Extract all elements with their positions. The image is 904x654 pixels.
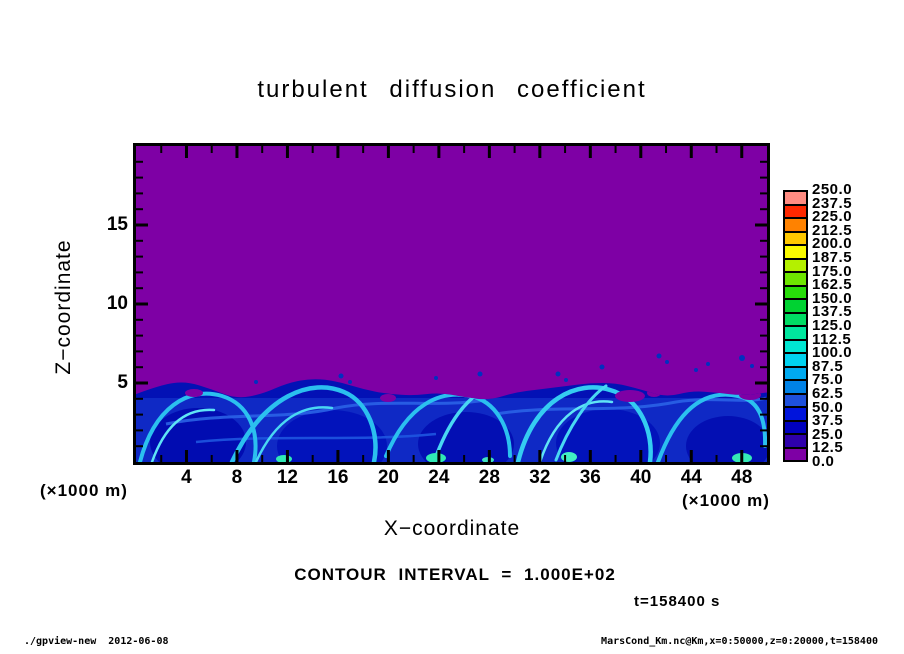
x-tick-label: 16 <box>327 467 349 488</box>
x-tick-label: 12 <box>276 467 298 488</box>
y-axis-label: Z−coordinate <box>52 239 75 375</box>
colorbar-tick-label: 237.5 <box>812 194 853 212</box>
colorbar-tick-label: 25.0 <box>812 425 844 443</box>
x-units-label: (×1000 m) <box>682 491 770 510</box>
colorbar-tick-label: 175.0 <box>812 262 853 280</box>
colorbar-tick-label: 87.5 <box>812 357 844 375</box>
colorbar-tick-label: 50.0 <box>812 398 844 416</box>
footer-datasource: MarsCond_Km.nc@Km,x=0:50000,z=0:20000,t=… <box>601 636 878 647</box>
colorbar-cell <box>785 408 806 422</box>
x-tick-label: 36 <box>579 467 601 488</box>
colorbar-cell <box>785 448 806 460</box>
colorbar-cell <box>785 273 806 287</box>
heatmap-field <box>136 146 767 462</box>
x-tick-label: 48 <box>731 467 753 488</box>
x-tick-label: 44 <box>680 467 702 488</box>
colorbar-cell <box>785 192 806 206</box>
axis-ticks <box>136 146 767 462</box>
x-tick-label: 8 <box>231 467 243 488</box>
colorbar-tick-label: 162.5 <box>812 276 853 294</box>
x-tick-label: 20 <box>377 467 399 488</box>
x-tick-label: 40 <box>630 467 652 488</box>
colorbar-cell <box>785 286 806 300</box>
y-tick-label: 15 <box>106 214 128 235</box>
colorbar-cell <box>785 300 806 314</box>
colorbar-tick-label: 187.5 <box>812 249 853 266</box>
colorbar-cell <box>785 313 806 327</box>
contour-interval-label: CONTOUR INTERVAL = 1.000E+02 <box>294 565 616 584</box>
colorbar-tick-label: 200.0 <box>812 235 853 253</box>
colorbar-tick-label: 112.5 <box>812 330 852 348</box>
colorbar-cell <box>785 219 806 233</box>
colorbar-cell <box>785 381 806 395</box>
colorbar-cell <box>785 259 806 273</box>
colorbar-tick-label: 137.5 <box>812 303 853 321</box>
x-tick-label: 24 <box>428 467 450 488</box>
colorbar-tick-label: 0.0 <box>812 453 835 470</box>
x-axis-label: X−coordinate <box>383 517 521 540</box>
colorbar-cell <box>785 435 806 449</box>
plot-area <box>133 143 770 465</box>
x-tick-label: 4 <box>181 467 192 488</box>
colorbar-cell <box>785 246 806 260</box>
colorbar-cell <box>785 205 806 219</box>
footer-command: ./gpview-new 2012-06-08 <box>24 636 169 647</box>
colorbar-tick-label: 62.5 <box>812 385 844 402</box>
colorbar-tick-label: 212.5 <box>812 221 853 239</box>
x-tick-label: 28 <box>478 467 500 488</box>
colorbar-tick-label: 12.5 <box>812 439 844 457</box>
colorbar-tick-label: 150.0 <box>812 289 853 307</box>
colorbar-tick-label: 37.5 <box>812 412 844 430</box>
colorbar-tick-label: 100.0 <box>812 344 853 362</box>
colorbar-tick-label: 75.0 <box>812 371 844 389</box>
colorbar-cell <box>785 232 806 246</box>
y-units-label: (×1000 m) <box>40 481 128 500</box>
colorbar <box>783 190 808 462</box>
colorbar-cell <box>785 354 806 368</box>
y-tick-label: 5 <box>117 372 128 393</box>
detached-specks <box>254 353 754 384</box>
colorbar-cell <box>785 421 806 435</box>
colorbar-cell <box>785 367 806 381</box>
colorbar-tick-label: 250.0 <box>812 181 853 198</box>
colorbar-cell <box>785 394 806 408</box>
colorbar-cell <box>785 327 806 341</box>
y-tick-label: 10 <box>106 293 128 314</box>
x-tick-label: 32 <box>529 467 551 488</box>
time-label: t=158400 s <box>634 593 721 610</box>
colorbar-cell <box>785 340 806 354</box>
colorbar-tick-label: 225.0 <box>812 208 853 226</box>
colorbar-tick-label: 125.0 <box>812 317 853 334</box>
chart-title: turbulent diffusion coefficient <box>257 76 647 103</box>
